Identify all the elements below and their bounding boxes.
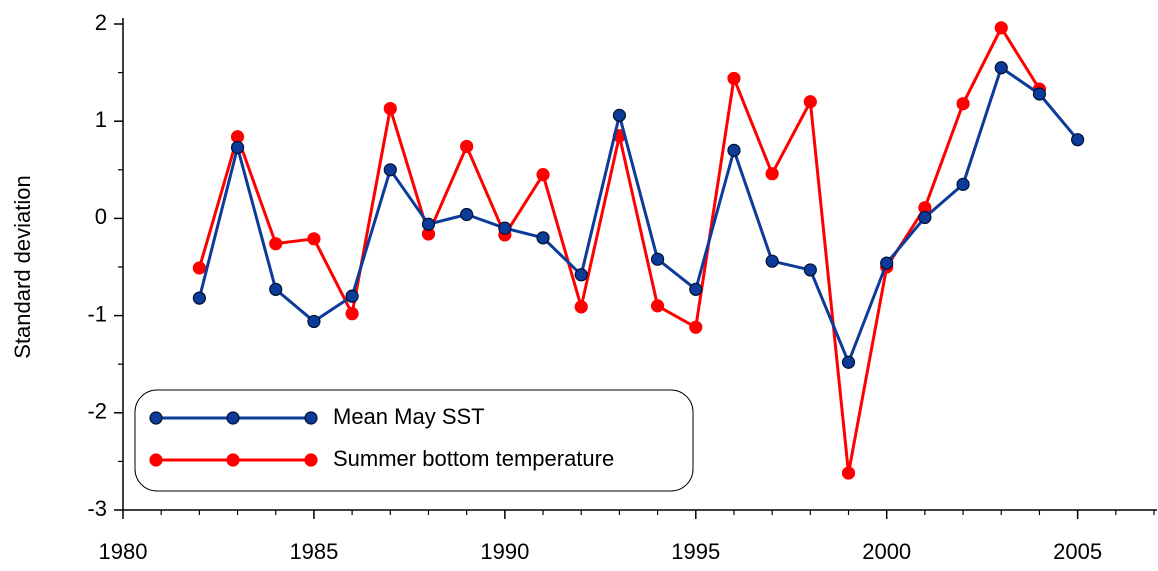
point	[918, 210, 932, 225]
point	[383, 101, 397, 116]
point	[574, 268, 588, 282]
point	[650, 252, 665, 266]
x-tick-label: 2000	[862, 539, 911, 564]
point	[956, 97, 970, 111]
point	[536, 231, 550, 245]
legend-box	[134, 389, 694, 492]
y-tick-label: -2	[87, 399, 107, 424]
point	[383, 163, 397, 177]
legend-marker	[226, 411, 240, 425]
point	[307, 314, 321, 329]
x-tick-label: 1995	[671, 539, 720, 564]
point	[460, 139, 474, 154]
x-tick-label: 2005	[1053, 539, 1102, 564]
point	[574, 300, 588, 314]
point	[765, 167, 779, 181]
legend-label: Summer bottom temperature	[333, 446, 614, 471]
x-tick-label: 1980	[99, 539, 148, 564]
point	[994, 21, 1008, 35]
point	[689, 320, 703, 334]
point	[727, 71, 741, 86]
point	[1032, 87, 1047, 101]
point	[345, 307, 359, 321]
point	[269, 282, 283, 296]
point	[994, 61, 1008, 75]
y-tick-label: -3	[87, 496, 107, 521]
legend-marker	[304, 453, 318, 467]
x-tick-label: 1985	[289, 539, 338, 564]
legend-marker	[149, 411, 163, 425]
legend-label: Mean May SST	[333, 404, 485, 429]
point	[498, 221, 512, 235]
point	[841, 355, 856, 369]
y-tick-label: -1	[87, 301, 107, 326]
legend-marker	[304, 411, 318, 425]
point	[192, 261, 206, 275]
point	[536, 168, 550, 182]
point	[765, 254, 779, 268]
y-tick-label: 2	[95, 10, 107, 35]
point	[307, 232, 321, 246]
point	[880, 256, 894, 270]
y-tick-label: 0	[95, 204, 107, 229]
point	[460, 207, 474, 222]
point	[230, 140, 245, 155]
point	[612, 108, 627, 122]
legend-marker	[226, 453, 240, 467]
point	[803, 95, 817, 109]
point	[650, 299, 665, 313]
point	[345, 289, 359, 303]
legend: Mean May SST Summer bottom temperature	[134, 389, 694, 492]
series-line	[197, 66, 1079, 364]
point	[689, 282, 703, 296]
y-tick-label: 1	[95, 107, 107, 132]
point	[727, 143, 741, 157]
point	[841, 466, 856, 480]
point	[421, 217, 436, 231]
point	[956, 177, 970, 191]
x-tick-label: 1990	[480, 539, 529, 564]
point	[1071, 133, 1085, 147]
point	[803, 263, 817, 277]
point	[192, 291, 206, 305]
point	[269, 237, 283, 251]
y-axis-label: Standard deviation	[10, 175, 35, 358]
legend-marker	[149, 453, 163, 467]
